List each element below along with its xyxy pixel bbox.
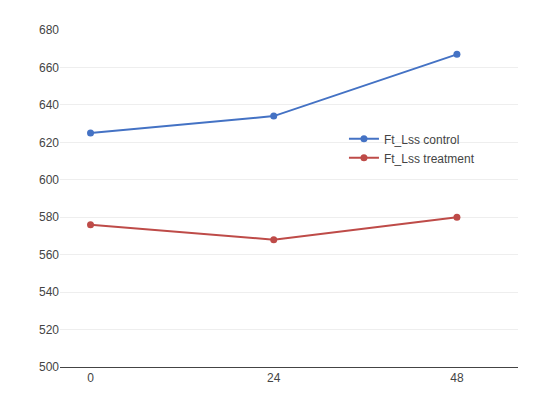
svg-text:500: 500	[39, 360, 59, 374]
svg-text:0: 0	[87, 371, 94, 385]
svg-text:680: 680	[39, 23, 59, 37]
svg-text:560: 560	[39, 248, 59, 262]
svg-text:640: 640	[39, 98, 59, 112]
svg-text:540: 540	[39, 285, 59, 299]
svg-text:Ft_Lss control: Ft_Lss control	[384, 133, 459, 147]
svg-text:600: 600	[39, 173, 59, 187]
svg-text:Ft_Lss treatment: Ft_Lss treatment	[384, 152, 475, 166]
svg-text:620: 620	[39, 136, 59, 150]
svg-text:24: 24	[267, 371, 281, 385]
svg-text:520: 520	[39, 323, 59, 337]
svg-text:48: 48	[450, 371, 464, 385]
svg-text:660: 660	[39, 61, 59, 75]
svg-text:580: 580	[39, 210, 59, 224]
